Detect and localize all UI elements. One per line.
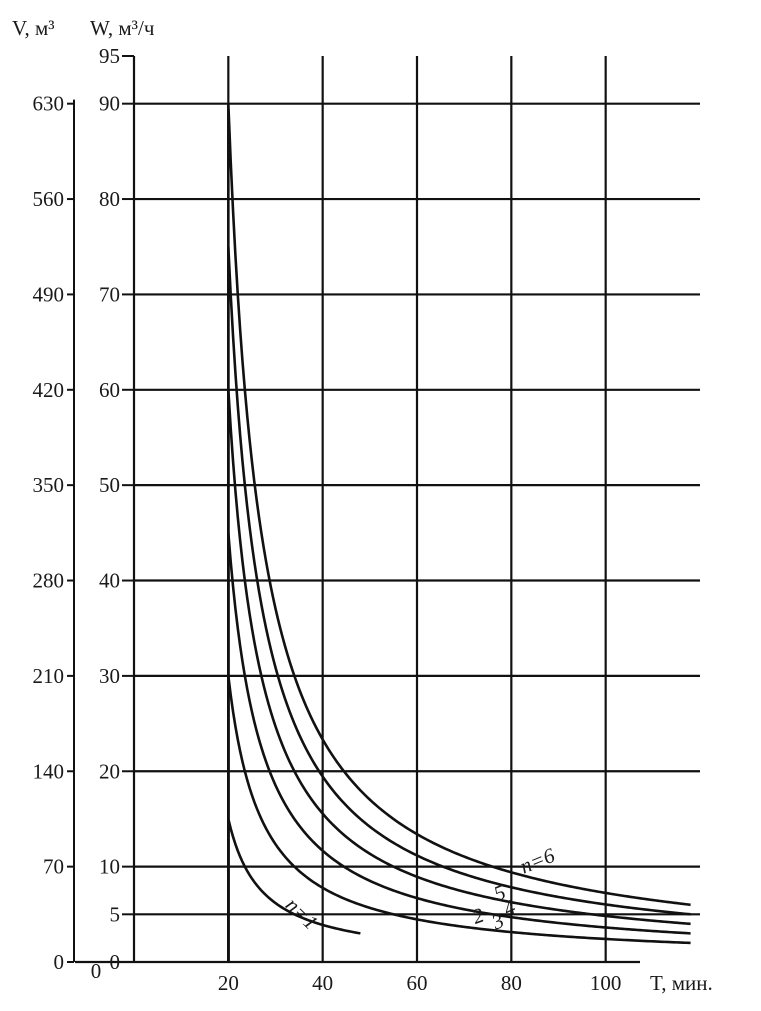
curve-series-3	[227, 532, 691, 962]
curve-label-2: 2	[469, 902, 488, 928]
v-tick-label: 630	[33, 92, 65, 116]
w-tick-label: 0	[110, 950, 121, 974]
x-tick-label: 40	[312, 971, 333, 995]
x-tick-label: 80	[501, 971, 522, 995]
v-tick-label: 350	[33, 473, 65, 497]
w-tick-label: 60	[99, 378, 120, 402]
w-tick-label: 95	[99, 44, 120, 68]
curve-series-5	[227, 246, 691, 962]
w-tick-label: 50	[99, 473, 120, 497]
grid	[75, 56, 700, 964]
x-tick-label: 100	[590, 971, 622, 995]
axes	[67, 55, 134, 963]
curve-series-1	[227, 818, 361, 962]
w-tick-label: 30	[99, 664, 120, 688]
curve-series-4	[227, 389, 691, 962]
v-axis-title: V, м³	[12, 16, 55, 40]
v-tick-label: 70	[43, 855, 64, 879]
w-tick-label: 90	[99, 92, 120, 116]
v-tick-label: 560	[33, 187, 65, 211]
v-tick-label: 140	[33, 759, 65, 783]
curve-label-1: n=1	[281, 893, 323, 935]
w-tick-label: 40	[99, 569, 120, 593]
w-axis-title: W, м³/ч	[90, 16, 155, 40]
tick-labels: 0510203040506070809095070140210280350420…	[33, 44, 622, 995]
w-tick-label: 20	[99, 759, 120, 783]
v-tick-label: 490	[33, 282, 65, 306]
curve-series-6	[227, 103, 691, 962]
x-axis-title: T, мин.	[650, 971, 713, 995]
curve-label-5: 5	[490, 880, 509, 906]
x-zero-tick-label: 0	[91, 959, 102, 983]
v-tick-label: 280	[33, 569, 65, 593]
v-tick-label: 420	[33, 378, 65, 402]
x-tick-label: 60	[407, 971, 428, 995]
curve-label-6: n=6	[517, 843, 559, 879]
w-tick-label: 70	[99, 282, 120, 306]
v-tick-label: 0	[54, 950, 65, 974]
v-tick-label: 210	[33, 664, 65, 688]
w-tick-label: 5	[110, 902, 121, 926]
curves	[227, 103, 691, 962]
curve-series-2	[227, 675, 691, 962]
w-tick-label: 80	[99, 187, 120, 211]
x-tick-label: 20	[218, 971, 239, 995]
w-tick-label: 10	[99, 855, 120, 879]
